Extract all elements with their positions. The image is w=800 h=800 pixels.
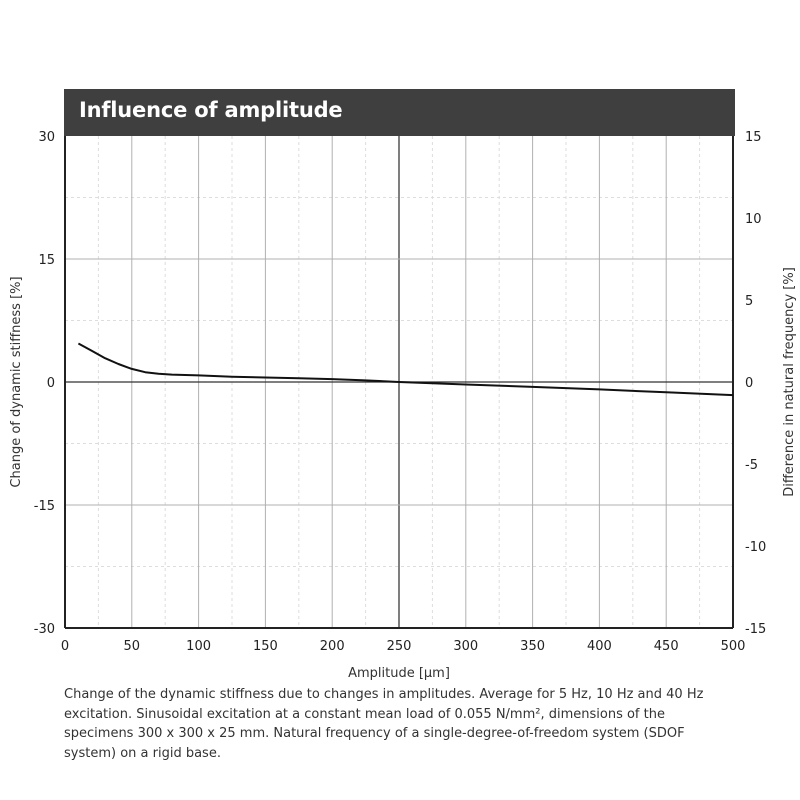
y-tick-label-left: 0 bbox=[47, 376, 55, 391]
y-tick-label-left: -15 bbox=[34, 499, 55, 514]
series-line-0 bbox=[77, 342, 734, 397]
y-tick-label-right: 5 bbox=[745, 294, 753, 309]
tick-labels: 0 50 100 150 200 250 300 350 400 450 500-30-150153… bbox=[34, 130, 766, 654]
y-axis-label-right: Difference in natural frequency [%] bbox=[782, 267, 797, 497]
chart-title-bar: Influence of amplitude bbox=[64, 89, 735, 136]
y-tick-label-right: -10 bbox=[745, 540, 766, 555]
y-tick-label-left: -30 bbox=[34, 622, 55, 637]
x-axis-label: Amplitude [μm] bbox=[348, 666, 450, 681]
x-tick-label: 450 bbox=[654, 639, 679, 654]
chart-caption: Change of the dynamic stiffness due to c… bbox=[64, 687, 704, 761]
chart-title: Influence of amplitude bbox=[79, 98, 343, 122]
y-tick-label-right: 10 bbox=[745, 212, 762, 227]
x-tick-label: 100 bbox=[186, 639, 211, 654]
x-tick-label: 150 bbox=[253, 639, 278, 654]
y-tick-label-right: 0 bbox=[745, 376, 753, 391]
x-tick-label: 350 bbox=[520, 639, 545, 654]
y-tick-label-left: 30 bbox=[38, 130, 55, 145]
x-tick-label: 200 bbox=[320, 639, 345, 654]
series-group bbox=[77, 342, 734, 397]
axes bbox=[64, 136, 734, 629]
x-tick-label: 0 bbox=[61, 639, 69, 654]
x-tick-label: 50 bbox=[124, 639, 141, 654]
y-tick-label-right: -5 bbox=[745, 458, 758, 473]
y-tick-label-right: 15 bbox=[745, 130, 762, 145]
y-tick-label-right: -15 bbox=[745, 622, 766, 637]
y-axis-label-left: Change of dynamic stiffness [%] bbox=[9, 276, 24, 487]
y-tick-label-left: 15 bbox=[38, 253, 55, 268]
x-tick-label: 300 bbox=[453, 639, 478, 654]
x-tick-label: 500 bbox=[721, 639, 746, 654]
x-tick-label: 250 bbox=[387, 639, 412, 654]
x-tick-label: 400 bbox=[587, 639, 612, 654]
